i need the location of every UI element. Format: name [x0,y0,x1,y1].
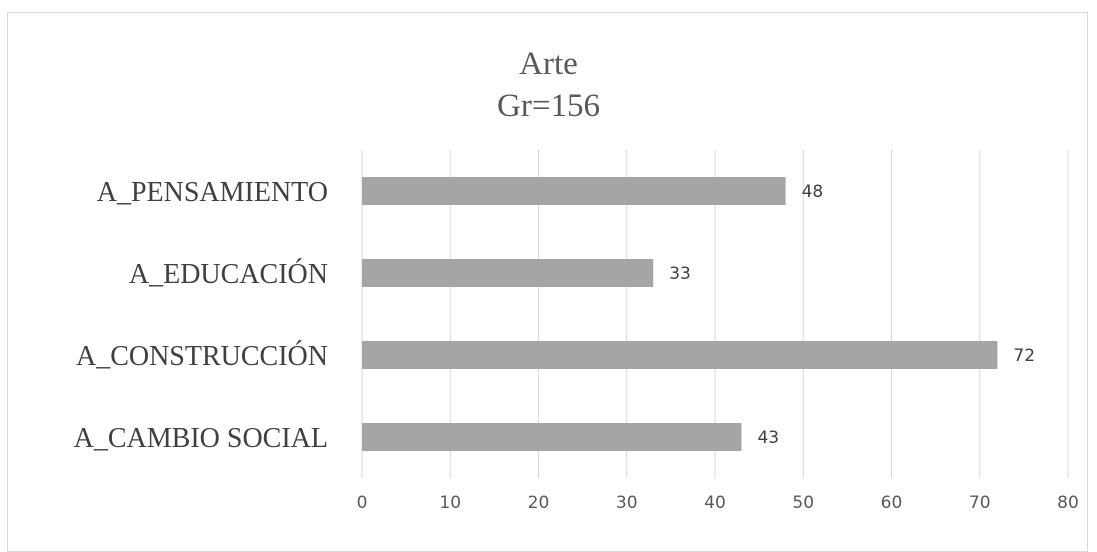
category-label-1: A_EDUCACIÓN [129,259,328,290]
x-tick-label-70: 70 [969,493,991,513]
x-tick-label-60: 60 [881,493,903,513]
data-label-1: 33 [669,264,691,284]
chart-subtitle: Gr=156 [497,88,600,124]
x-tick-label-20: 20 [528,493,550,513]
bar-chart: 0 10 20 30 40 50 60 70 80 48 A_PENSAMIENTO 33 A_EDUC… [74,150,1079,513]
x-tick-label-30: 30 [616,493,638,513]
x-tick-label-0: 0 [357,493,368,513]
category-label-2: A_CONSTRUCCIÓN [76,341,328,372]
bar-3 [362,423,742,451]
bars [362,177,998,451]
x-tick-label-40: 40 [704,493,726,513]
x-tick-label-50: 50 [792,493,814,513]
bar-2 [362,341,998,369]
chart-title: Arte [519,46,578,82]
data-label-3: 43 [757,428,779,448]
category-label-0: A_PENSAMIENTO [97,177,328,208]
bar-1 [362,259,654,287]
labels: 0 10 20 30 40 50 60 70 80 48 A_PENSAMIENTO 33 A_EDUC… [74,177,1079,513]
data-label-2: 72 [1013,346,1035,366]
category-label-3: A_CAMBIO SOCIAL [74,423,328,454]
x-tick-label-10: 10 [439,493,461,513]
bar-0 [362,177,786,205]
x-tick-label-80: 80 [1057,493,1079,513]
data-label-0: 48 [802,182,824,202]
